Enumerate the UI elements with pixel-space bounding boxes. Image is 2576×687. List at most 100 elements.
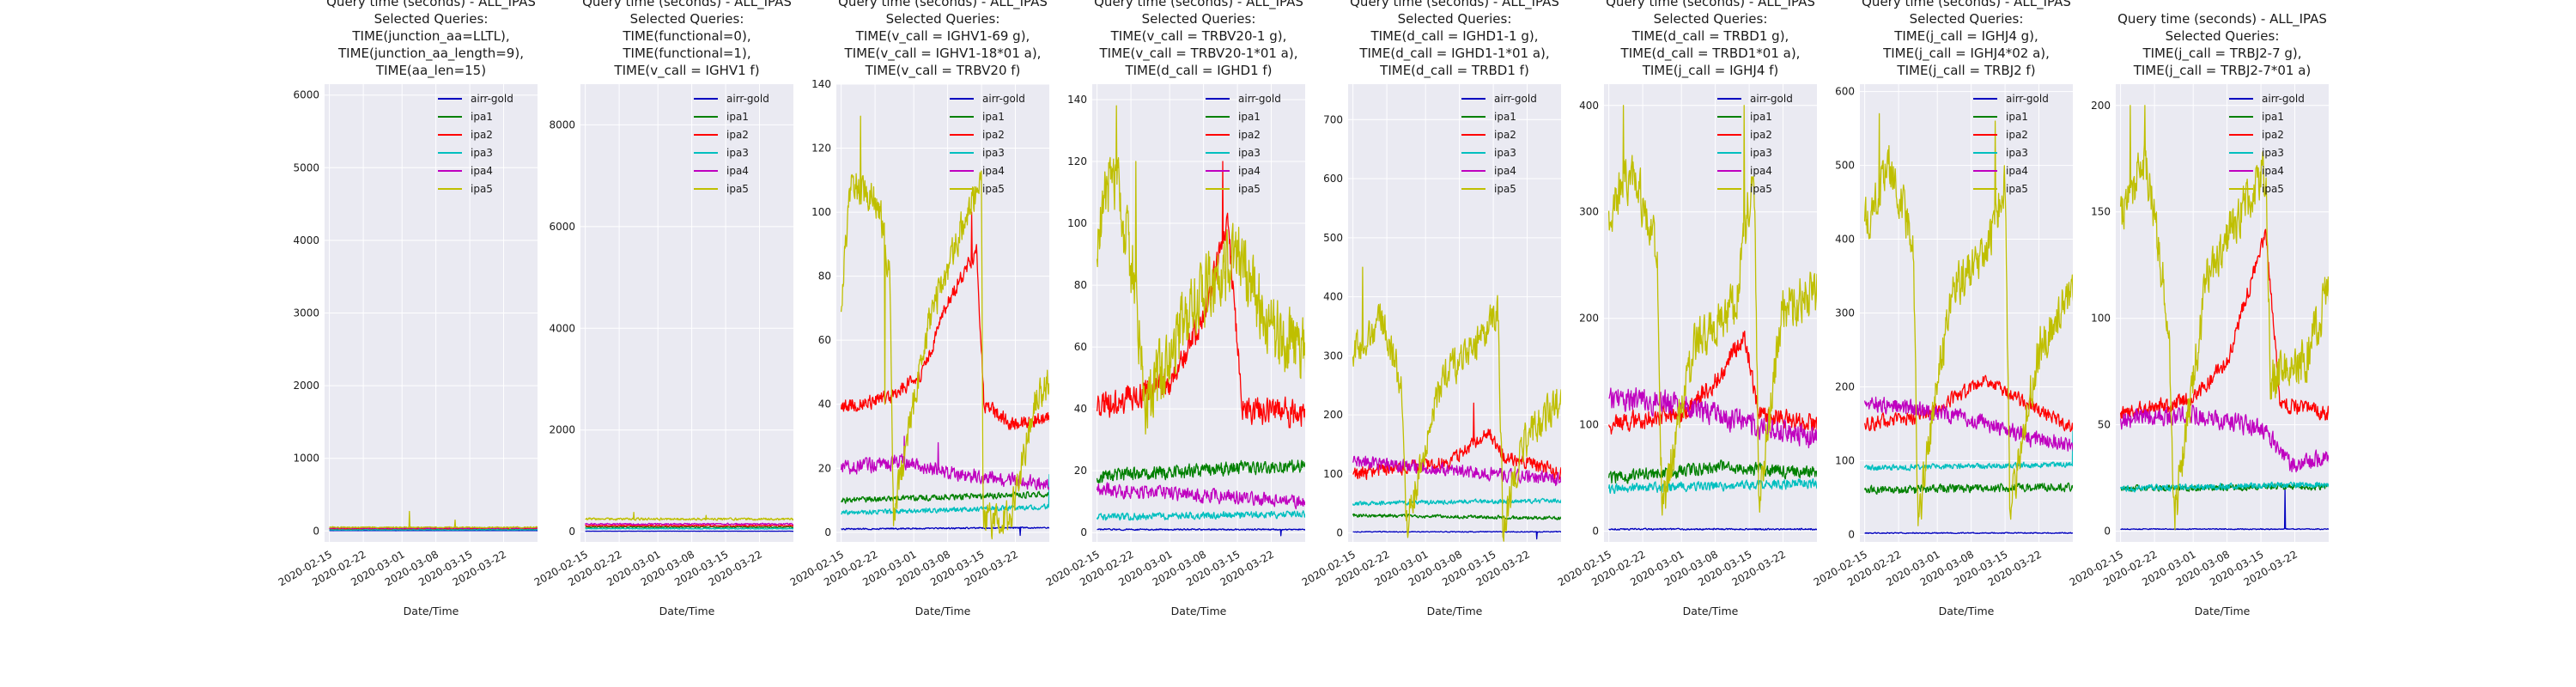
y-tick-label: 400 bbox=[1579, 100, 1599, 112]
y-tick-label: 2000 bbox=[549, 424, 575, 436]
legend-label: ipa2 bbox=[2006, 129, 2028, 141]
chart-title-line: Selected Queries: bbox=[1654, 11, 1768, 27]
series-line-airr-gold bbox=[1864, 532, 2073, 535]
y-tick-label: 140 bbox=[811, 78, 831, 90]
series-line-ipa4 bbox=[1863, 396, 2073, 452]
chart-title-line: TIME(v_call = IGHV1 f) bbox=[613, 63, 759, 79]
series-line-ipa5 bbox=[1607, 105, 1817, 516]
series-line-ipa5 bbox=[585, 512, 793, 521]
legend-label: ipa1 bbox=[2006, 111, 2028, 123]
chart-title-line: TIME(d_call = IGHD1-1*01 a), bbox=[1358, 46, 1549, 62]
series-group bbox=[1607, 105, 1817, 531]
series-line-ipa2 bbox=[1352, 402, 1561, 481]
legend-label: ipa1 bbox=[726, 111, 749, 123]
y-tick-label: 0 bbox=[1336, 527, 1343, 539]
chart-panel: 01002003004002020-02-152020-02-222020-03… bbox=[1556, 0, 1817, 617]
chart-panel: 0501001502002020-02-152020-02-222020-03-… bbox=[2068, 11, 2329, 617]
legend-label: airr-gold bbox=[471, 93, 513, 105]
legend-label: airr-gold bbox=[1238, 93, 1281, 105]
chart-title-line: TIME(d_call = IGHD1-1 g), bbox=[1370, 28, 1538, 45]
y-tick-label: 300 bbox=[1835, 307, 1855, 319]
x-axis-label: Date/Time bbox=[1683, 605, 1739, 617]
chart-title-line: TIME(d_call = IGHD1 f) bbox=[1124, 63, 1272, 79]
series-line-ipa3 bbox=[1352, 497, 1561, 507]
series-line-ipa4 bbox=[1096, 482, 1305, 510]
chart-title-line: TIME(j_call = TRBJ2-7*01 a) bbox=[2133, 63, 2312, 79]
legend-label: airr-gold bbox=[1494, 93, 1537, 105]
legend-label: ipa5 bbox=[2262, 183, 2284, 195]
legend-label: ipa5 bbox=[1238, 183, 1261, 195]
series-line-ipa5 bbox=[1352, 266, 1561, 542]
chart-title-line: Query time (seconds) - ALL_IPAS bbox=[1350, 0, 1559, 10]
chart-title-line: TIME(v_call = TRBV20-1 g), bbox=[1110, 28, 1287, 45]
chart-title-line: TIME(v_call = IGHV1-69 g), bbox=[855, 28, 1030, 45]
series-line-ipa2 bbox=[840, 211, 1049, 430]
legend-label: ipa5 bbox=[1750, 183, 1772, 195]
legend-label: ipa2 bbox=[1494, 129, 1516, 141]
plot-area bbox=[580, 84, 793, 542]
y-tick-label: 100 bbox=[1067, 217, 1087, 229]
series-line-ipa1 bbox=[841, 490, 1049, 504]
x-axis-label: Date/Time bbox=[2195, 605, 2251, 617]
series-line-airr-gold bbox=[1608, 527, 1817, 531]
legend-label: ipa3 bbox=[2006, 147, 2028, 159]
legend-label: ipa2 bbox=[726, 129, 749, 141]
series-line-ipa5 bbox=[2119, 105, 2329, 531]
series-line-ipa1 bbox=[1352, 513, 1561, 520]
series-group bbox=[840, 115, 1049, 540]
legend: airr-gold ipa1 ipa2 ipa3 ipa4 ipa5 bbox=[950, 93, 1025, 195]
y-tick-label: 0 bbox=[2104, 526, 2111, 538]
legend-label: ipa1 bbox=[471, 111, 493, 123]
x-axis-label: Date/Time bbox=[1171, 605, 1227, 617]
y-tick-label: 3000 bbox=[293, 307, 319, 319]
legend-label: airr-gold bbox=[1750, 93, 1793, 105]
chart-title-line: TIME(v_call = IGHV1-18*01 a), bbox=[844, 46, 1042, 62]
legend: airr-gold ipa1 ipa2 ipa3 ipa4 ipa5 bbox=[1461, 93, 1537, 195]
legend-label: ipa2 bbox=[1238, 129, 1261, 141]
y-tick-label: 40 bbox=[818, 398, 831, 410]
chart-title-line: Query time (seconds) - ALL_IPAS bbox=[1606, 0, 1815, 10]
series-line-ipa4 bbox=[585, 522, 793, 526]
series-line-ipa1 bbox=[585, 526, 793, 529]
y-tick-label: 0 bbox=[313, 525, 319, 537]
y-tick-label: 500 bbox=[1323, 232, 1343, 244]
chart-title-line: TIME(d_call = TRBD1*01 a), bbox=[1620, 46, 1801, 62]
chart-title-line: TIME(j_call = TRBJ2-7 g), bbox=[2142, 46, 2301, 62]
y-tick-label: 600 bbox=[1835, 86, 1855, 98]
chart-panel: 01002003004005006002020-02-152020-02-222… bbox=[1812, 0, 2073, 617]
chart-title-line: Query time (seconds) - ALL_IPAS bbox=[838, 0, 1048, 10]
chart-title-line: Query time (seconds) - ALL_IPAS bbox=[1094, 0, 1303, 10]
y-tick-label: 700 bbox=[1323, 113, 1343, 125]
chart-panel: 0204060801001201402020-02-152020-02-2220… bbox=[1044, 0, 1305, 617]
y-tick-label: 0 bbox=[568, 526, 575, 538]
series-line-ipa2 bbox=[585, 524, 793, 527]
series-line-ipa4 bbox=[1608, 386, 1817, 449]
chart-panel: 020004000600080002020-02-152020-02-22202… bbox=[532, 0, 793, 617]
y-tick-label: 60 bbox=[818, 334, 831, 346]
chart-title-line: TIME(v_call = TRBV20-1*01 a), bbox=[1099, 46, 1298, 62]
y-tick-label: 600 bbox=[1323, 173, 1343, 185]
y-tick-label: 0 bbox=[1592, 526, 1599, 538]
legend-label: ipa4 bbox=[1494, 165, 1516, 177]
y-tick-label: 100 bbox=[2091, 313, 2111, 325]
y-tick-label: 40 bbox=[1074, 403, 1087, 415]
legend-label: ipa5 bbox=[726, 183, 749, 195]
legend-label: ipa1 bbox=[2262, 111, 2284, 123]
legend-label: airr-gold bbox=[982, 93, 1025, 105]
series-line-ipa3 bbox=[585, 527, 793, 530]
y-tick-label: 100 bbox=[1579, 419, 1599, 431]
series-line-ipa2 bbox=[1863, 374, 2073, 433]
y-tick-label: 120 bbox=[811, 143, 831, 155]
y-tick-label: 200 bbox=[1323, 409, 1343, 421]
legend-label: ipa4 bbox=[2262, 165, 2284, 177]
series-line-airr-gold bbox=[2120, 488, 2329, 531]
series-line-ipa3 bbox=[1096, 510, 1305, 521]
series-group bbox=[329, 510, 538, 532]
y-tick-label: 300 bbox=[1579, 206, 1599, 218]
legend-label: ipa3 bbox=[726, 147, 749, 159]
y-tick-label: 80 bbox=[1074, 279, 1087, 291]
series-line-ipa3 bbox=[329, 529, 538, 531]
series-line-airr-gold bbox=[1352, 531, 1561, 540]
series-line-ipa1 bbox=[1607, 459, 1817, 484]
legend-label: ipa3 bbox=[982, 147, 1005, 159]
